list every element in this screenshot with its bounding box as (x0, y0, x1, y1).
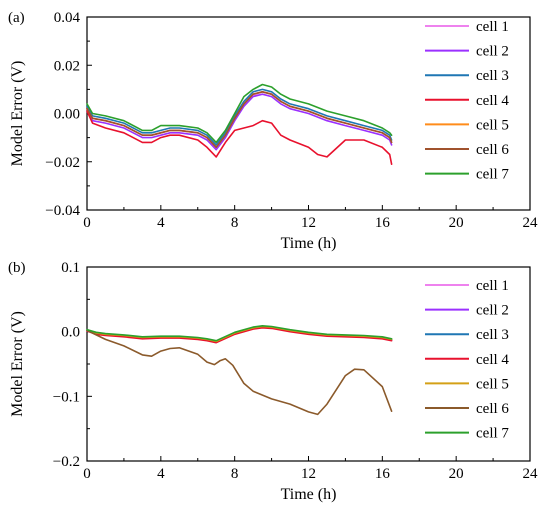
legend-label: cell 5 (476, 117, 509, 133)
panel-label: (a) (8, 10, 25, 26)
series-line-cell-7 (86, 83, 393, 144)
series-line-cell-1 (86, 325, 393, 343)
x-tick-label: 16 (375, 215, 391, 231)
x-tick-label: 12 (301, 466, 316, 482)
x-tick-label: 16 (375, 466, 391, 482)
series-line-cell-5 (86, 91, 393, 149)
y-tick-label: −0.2 (53, 454, 80, 470)
x-axis-title: Time (h) (281, 486, 337, 503)
legend-label: cell 6 (476, 142, 509, 158)
y-tick-label: 0.02 (54, 58, 80, 74)
legend-label: cell 6 (476, 401, 509, 417)
x-tick-label: 4 (157, 466, 165, 482)
legend: cell 1 cell 2 cell 3 cell 4 cell 5 cell 6 cell… (425, 278, 509, 442)
legend-label: cell 1 (476, 19, 509, 35)
y-tick-label: 0.04 (54, 10, 81, 26)
chart-panel-b: 0 4 8 12 16 20 24 −0.2 −0.1 0.0 0.1 Time (h) Model E… (8, 260, 538, 503)
x-tick-label: 8 (231, 215, 239, 231)
series-line-cell-2 (86, 93, 393, 151)
x-tick-label: 0 (83, 215, 91, 231)
legend-label: cell 4 (476, 352, 509, 368)
x-tick-label: 20 (449, 466, 464, 482)
x-tick-label: 0 (83, 466, 91, 482)
x-tick-label: 24 (523, 215, 539, 231)
legend-label: cell 7 (476, 167, 509, 183)
y-axis-title: Model Error (V) (9, 61, 26, 167)
legend-label: cell 1 (476, 278, 509, 294)
series-line-cell-3 (86, 325, 393, 343)
series-line-cell-6 (86, 91, 393, 149)
panel-label: (b) (8, 260, 26, 276)
series-line-cell-7 (86, 324, 393, 342)
legend-label: cell 3 (476, 327, 509, 343)
legend-label: cell 5 (476, 376, 509, 392)
x-tick-label: 24 (523, 466, 539, 482)
series-line-cell-6 (86, 329, 393, 416)
legend-label: cell 4 (476, 93, 509, 109)
series-line-cell-4 (86, 326, 393, 344)
series-line-cell-4 (86, 110, 393, 165)
series-line-cell-1 (86, 91, 393, 149)
legend-label: cell 3 (476, 68, 509, 84)
y-axis-title: Model Error (V) (9, 311, 26, 417)
legend: cell 1 cell 2 cell 3 cell 4 cell 5 cell 6 cell… (425, 19, 509, 183)
x-tick-label: 12 (301, 215, 316, 231)
x-axis-title: Time (h) (281, 235, 337, 252)
y-tick-label: −0.02 (45, 155, 80, 171)
y-tick-label: 0.1 (61, 260, 80, 276)
x-tick-label: 4 (157, 215, 165, 231)
y-tick-label: −0.04 (45, 203, 80, 219)
y-tick-label: −0.1 (53, 389, 80, 405)
y-tick-label: 0.0 (61, 325, 80, 341)
legend-label: cell 7 (476, 426, 509, 442)
chart-panel-a: 0 4 8 12 16 20 24 −0.04 −0.02 0.00 0.02 0.04 Time (h… (8, 10, 538, 252)
legend-label: cell 2 (476, 303, 509, 319)
x-tick-label: 20 (449, 215, 464, 231)
x-tick-label: 8 (231, 466, 239, 482)
series-line-cell-5 (86, 325, 393, 343)
series-line-cell-3 (86, 88, 393, 146)
y-tick-label: 0.00 (54, 107, 80, 123)
legend-label: cell 2 (476, 44, 509, 60)
